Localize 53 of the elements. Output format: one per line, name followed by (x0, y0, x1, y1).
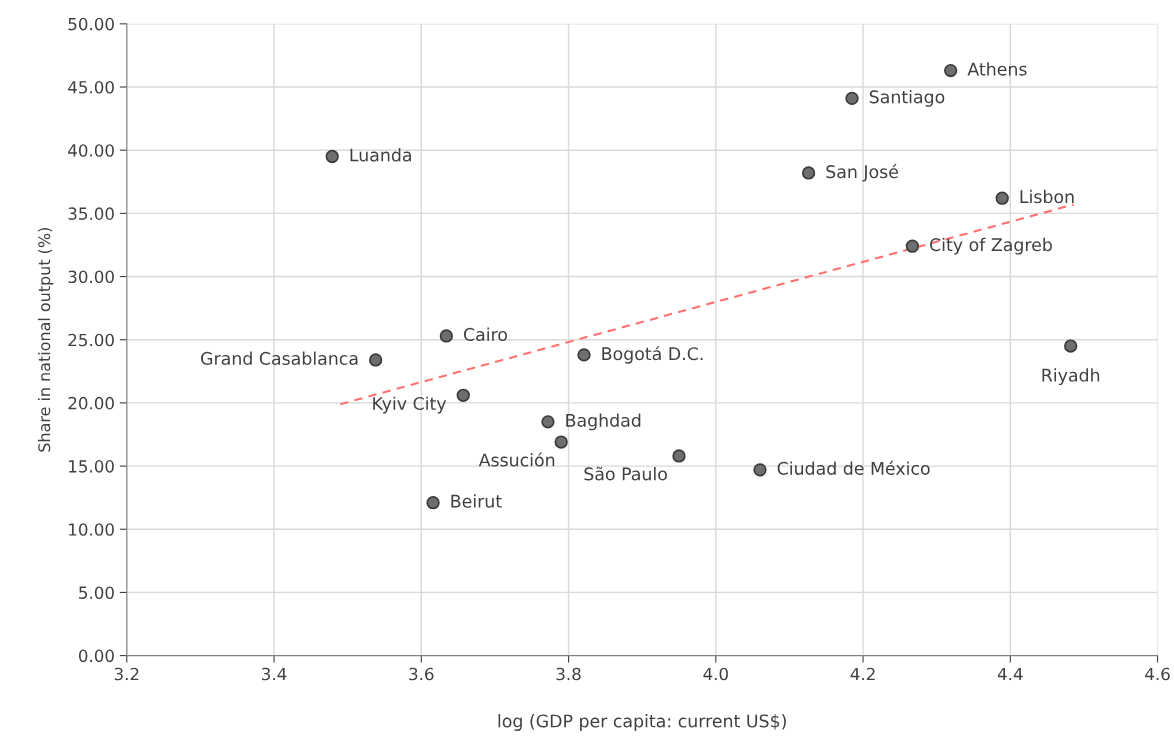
point (995, 191, 1009, 205)
x-tick-label: 3.8 (556, 667, 581, 681)
point (905, 239, 920, 253)
annotation: Lisbon (1020, 189, 1074, 204)
x-tick-label: 4.2 (850, 667, 875, 681)
y-axis-title: Share in national output (%) (37, 228, 54, 452)
y-tick-label: 35.00 (68, 207, 114, 220)
y-tick-label: 30.00 (68, 270, 114, 284)
y-tick-label: 25.00 (68, 333, 114, 347)
point (439, 329, 453, 343)
x-tick-label: 3.6 (409, 667, 434, 681)
point (554, 435, 568, 449)
x-tick-label: 4.4 (997, 667, 1023, 681)
point (369, 353, 383, 367)
y-tick-label: 45.00 (68, 80, 114, 94)
annotation: Luanda (350, 148, 411, 162)
annotation: Santiago (869, 89, 945, 107)
y-tick-label: 50.00 (68, 17, 114, 31)
annotation: Beirut (451, 494, 502, 508)
point (672, 449, 686, 463)
annotation: Riyadh (1042, 368, 1100, 386)
annotation: Bogotá D.C. (602, 346, 703, 364)
annotation: Grand Casablanca (201, 351, 358, 365)
y-tick-label: 15.00 (69, 460, 114, 473)
annotation: Ciudad de México (777, 460, 930, 475)
y-tick-label: 10.00 (69, 523, 114, 536)
x-tick-label: 4.6 (1145, 667, 1170, 681)
x-tick-label: 3.2 (114, 667, 139, 681)
point (801, 166, 816, 180)
point (456, 388, 470, 402)
point (426, 496, 440, 510)
point (1064, 339, 1078, 353)
x-tick-label: 3.4 (262, 667, 287, 681)
annotation: Kyiv City (373, 396, 447, 414)
annotation: Assución (478, 452, 555, 467)
x-axis-title: log (GDP per capita: current US$) (498, 714, 786, 731)
y-tick-label: 0.00 (78, 649, 114, 663)
point (845, 91, 859, 106)
point (325, 149, 339, 164)
point (944, 63, 958, 78)
y-tick-label: 5.00 (79, 586, 114, 599)
point (753, 463, 767, 477)
point (541, 415, 555, 429)
annotation: San José (826, 164, 898, 182)
annotation: City of Zagreb (930, 237, 1052, 255)
annotation: São Paulo (584, 466, 667, 481)
annotation: Baghdad (566, 413, 641, 431)
annotation: Cairo (463, 327, 507, 341)
annotation: Athens (967, 62, 1027, 76)
y-tick-label: 40.00 (68, 144, 114, 157)
y-tick-label: 20.00 (68, 396, 114, 410)
x-tick-label: 4.0 (703, 667, 728, 681)
point (577, 348, 591, 362)
